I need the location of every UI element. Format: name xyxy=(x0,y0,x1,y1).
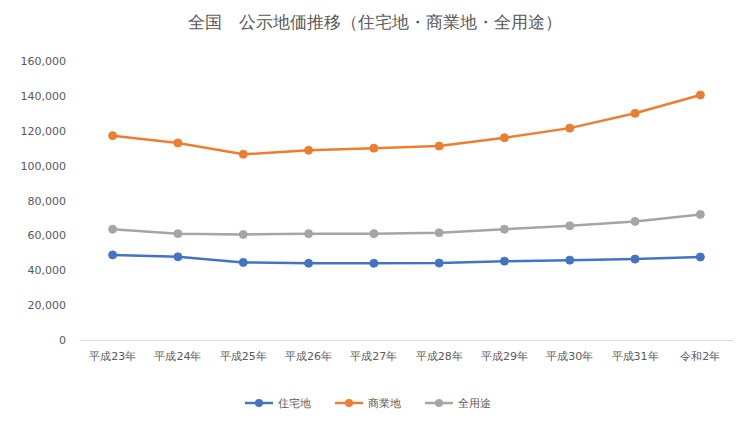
series-marker xyxy=(109,251,117,259)
series-marker xyxy=(500,257,508,265)
series-marker xyxy=(305,146,313,154)
y-tick: 0 xyxy=(59,334,80,347)
series-marker xyxy=(696,210,704,218)
y-tick-label: 0 xyxy=(59,334,66,347)
x-tick-label: 平成28年 xyxy=(416,350,463,363)
series-marker xyxy=(566,256,574,264)
series-marker xyxy=(239,231,247,239)
y-axis: 0 20,000 40,000 60,000 80,000 100,000 120,000 1… xyxy=(21,55,81,347)
x-tick: 平成30年 xyxy=(546,340,593,363)
x-tick-label: 平成31年 xyxy=(612,350,659,363)
series-line xyxy=(113,95,701,154)
y-tick: 160,000 xyxy=(21,55,81,68)
series-marker xyxy=(696,91,704,99)
series-marker xyxy=(435,142,443,150)
y-tick-label: 40,000 xyxy=(28,264,67,277)
series-marker xyxy=(435,259,443,267)
series-marker xyxy=(239,150,247,158)
legend-marker xyxy=(435,399,443,407)
series-line xyxy=(113,214,701,234)
series-marker xyxy=(109,132,117,140)
series-marker xyxy=(566,222,574,230)
x-axis-line xyxy=(81,340,734,341)
legend-label: 全用途 xyxy=(458,397,491,410)
marks xyxy=(109,91,705,267)
x-tick: 平成24年 xyxy=(154,340,201,363)
legend-item: 商業地 xyxy=(335,397,401,410)
legend-marker xyxy=(255,399,263,407)
y-tick-label: 80,000 xyxy=(28,195,67,208)
series-marker xyxy=(305,230,313,238)
y-tick: 60,000 xyxy=(28,229,81,242)
series-marker xyxy=(631,217,639,225)
series-line xyxy=(113,255,701,263)
x-tick: 平成23年 xyxy=(89,340,136,363)
x-tick-label: 平成29年 xyxy=(481,350,528,363)
legend: 住宅地 商業地 全用途 xyxy=(245,397,491,410)
series-marker xyxy=(631,109,639,117)
series-marker xyxy=(500,225,508,233)
legend-item: 全用途 xyxy=(425,397,491,410)
x-tick-label: 平成26年 xyxy=(285,350,332,363)
chart: 全国 公示地価推移（住宅地・商業地・全用途） 0 20,000 40,000 60,00… xyxy=(0,0,750,424)
x-tick: 平成29年 xyxy=(481,340,528,363)
series-marker xyxy=(174,230,182,238)
series-marker xyxy=(370,259,378,267)
series-marker xyxy=(566,124,574,132)
y-tick: 120,000 xyxy=(21,125,81,138)
x-tick-label: 平成27年 xyxy=(350,350,397,363)
series-marker xyxy=(174,253,182,261)
y-tick: 80,000 xyxy=(28,195,81,208)
legend-item: 住宅地 xyxy=(245,397,311,410)
x-tick: 平成31年 xyxy=(612,340,659,363)
y-tick-label: 160,000 xyxy=(21,55,67,68)
x-tick: 令和2年 xyxy=(680,340,720,363)
y-axis-line xyxy=(80,62,81,341)
x-axis: 平成23年 平成24年 平成25年 平成26年 平成27年 平成28年 平成29年 平成30年… xyxy=(81,340,734,363)
series-marker xyxy=(109,225,117,233)
legend-label: 商業地 xyxy=(368,397,401,410)
x-tick-label: 令和2年 xyxy=(680,350,720,363)
series-marker xyxy=(174,139,182,147)
series-marker xyxy=(435,229,443,237)
legend-label: 住宅地 xyxy=(278,397,311,410)
y-tick: 100,000 xyxy=(21,160,81,173)
series-marker xyxy=(239,258,247,266)
y-tick: 140,000 xyxy=(21,90,81,103)
x-tick: 平成27年 xyxy=(350,340,397,363)
legend-marker xyxy=(345,399,353,407)
series-marker xyxy=(370,230,378,238)
x-tick: 平成25年 xyxy=(220,340,267,363)
series-marker xyxy=(500,134,508,142)
y-tick-label: 120,000 xyxy=(21,125,67,138)
series-marker xyxy=(370,144,378,152)
title: 全国 公示地価推移（住宅地・商業地・全用途） xyxy=(188,12,562,32)
x-tick-label: 平成24年 xyxy=(154,350,201,363)
x-tick: 平成28年 xyxy=(416,340,463,363)
y-tick-label: 60,000 xyxy=(28,229,67,242)
x-tick: 平成26年 xyxy=(285,340,332,363)
x-tick-label: 平成25年 xyxy=(220,350,267,363)
series-marker xyxy=(631,255,639,263)
series-marker xyxy=(305,259,313,267)
series-marker xyxy=(696,253,704,261)
y-tick-label: 100,000 xyxy=(21,160,67,173)
y-tick-label: 140,000 xyxy=(21,90,67,103)
y-tick: 20,000 xyxy=(28,299,81,312)
x-tick-label: 平成23年 xyxy=(89,350,136,363)
y-tick: 40,000 xyxy=(28,264,81,277)
y-tick-label: 20,000 xyxy=(28,299,67,312)
x-tick-label: 平成30年 xyxy=(546,350,593,363)
